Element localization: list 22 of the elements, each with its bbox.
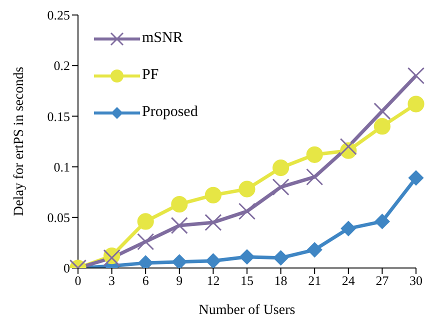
legend-label: PF	[142, 67, 159, 84]
x-tick-label: 3	[108, 273, 116, 288]
x-tick-label: 24	[342, 273, 356, 288]
x-tick-label: 30	[410, 273, 422, 288]
y-tick-label: 0.1	[54, 159, 70, 174]
x-axis-title: Number of Users	[198, 303, 296, 318]
x-tick-label: 6	[142, 273, 150, 288]
x-tick-label: 12	[206, 273, 220, 288]
y-tick-label: 0.15	[47, 108, 70, 124]
x-tick-label: 18	[274, 273, 288, 288]
legend-label: Proposed	[142, 104, 198, 121]
y-tick-label: 0.05	[47, 210, 70, 226]
y-axis-title: Delay for ertPS in seconds	[12, 66, 27, 216]
x-tick-label: 21	[308, 273, 322, 288]
x-tick-label: 9	[176, 273, 183, 288]
y-tick-label: 0.25	[47, 8, 70, 23]
x-tick-label: 15	[240, 273, 254, 288]
x-tick-label: 0	[74, 273, 82, 288]
legend-label: mSNR	[142, 30, 183, 47]
y-tick-label: 0.2	[54, 58, 70, 74]
x-tick-label: 27	[376, 273, 390, 288]
y-tick-label: 0	[64, 260, 70, 276]
